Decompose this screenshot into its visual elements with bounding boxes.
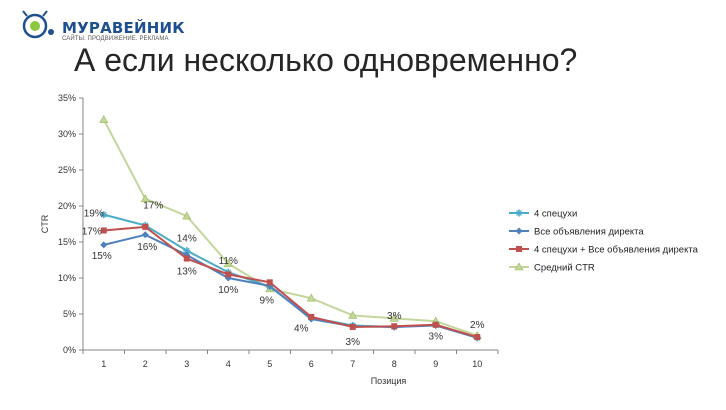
x-tick-label: 10: [472, 359, 482, 369]
data-point-combo: [391, 323, 398, 330]
legend-marker: [516, 246, 522, 252]
x-tick-label: 7: [350, 359, 355, 369]
data-point-all: [141, 231, 149, 239]
data-label: 3%: [429, 332, 444, 343]
data-label: 13%: [177, 267, 197, 278]
x-tick-label: 5: [267, 359, 272, 369]
data-label: 17%: [143, 200, 163, 211]
data-point-avg: [348, 310, 358, 319]
series-combo: [100, 223, 481, 341]
y-tick-label: 5%: [63, 309, 76, 319]
data-point-avg: [306, 293, 316, 302]
chart-series: [99, 114, 482, 342]
data-point-avg: [99, 114, 109, 123]
data-point-combo: [349, 323, 356, 330]
series-line-combo: [103, 225, 478, 338]
legend-marker: [514, 262, 524, 271]
data-label: 10%: [218, 285, 238, 296]
data-point-combo: [142, 223, 149, 230]
chart-data-labels: 19% 17% 15% 17% 16% 14% 13% 11% 10% 9% 4% 3% 3% 3% 2%: [82, 200, 485, 348]
data-point-combo: [474, 334, 481, 341]
data-point-combo: [308, 313, 315, 320]
data-point-combo: [225, 271, 232, 278]
y-tick-label: 15%: [58, 237, 76, 247]
series-line-all: [103, 233, 478, 339]
y-tick-label: 30%: [58, 129, 76, 139]
data-point-combo: [266, 279, 273, 286]
data-label: 11%: [219, 256, 238, 267]
x-tick-label: 2: [143, 359, 148, 369]
legend-marker: [515, 227, 523, 235]
y-tick-label: 0%: [63, 345, 76, 355]
data-label: 14%: [177, 234, 197, 245]
data-label: 15%: [92, 251, 112, 262]
data-point-spec4: [100, 211, 108, 219]
x-tick-label: 4: [226, 359, 231, 369]
x-tick-label: 8: [392, 359, 397, 369]
data-point-avg: [223, 258, 233, 267]
data-label: 9%: [260, 296, 275, 307]
data-label: 4%: [294, 324, 309, 335]
x-tick-label: 9: [433, 359, 438, 369]
legend-label: Все объявления директа: [534, 227, 644, 238]
data-point-avg: [182, 211, 192, 220]
data-label: 16%: [137, 242, 157, 253]
data-label: 17%: [82, 226, 102, 237]
ant-logo-icon: [22, 10, 54, 39]
legend-label: 4 спецухи: [534, 209, 577, 220]
data-point-combo: [432, 321, 439, 328]
y-axis-title: CTR: [40, 214, 50, 233]
data-point-avg: [140, 194, 150, 203]
y-tick-label: 20%: [58, 201, 76, 211]
series-avg: [99, 114, 482, 339]
legend-item-all: Все объявления директа: [509, 227, 644, 238]
logo-tagline: САЙТЫ. ПРОДВИЖЕНИЕ. РЕКЛАМА: [62, 36, 169, 42]
legend-marker: [515, 209, 523, 217]
chart-legend: 4 спецухи Все объявления директа 4 спецухи…: [509, 209, 699, 274]
x-tick-label: 3: [184, 359, 189, 369]
x-axis-title: Позиция: [371, 376, 407, 386]
data-point-combo: [100, 227, 107, 234]
legend-label: 4 спецухи + Все объявления директа: [534, 245, 699, 256]
data-point-all: [100, 241, 108, 249]
series-line-avg: [102, 119, 478, 337]
data-label: 2%: [470, 320, 485, 331]
slide-title: А если несколько одновременно?: [74, 42, 578, 78]
legend-item-avg: Средний CTR: [509, 262, 595, 274]
y-tick-label: 10%: [58, 273, 76, 283]
data-label: 19%: [84, 209, 104, 220]
x-tick-label: 1: [101, 359, 106, 369]
data-label: 3%: [387, 311, 402, 322]
series-spec4: [100, 211, 481, 342]
y-tick-label: 35%: [58, 93, 76, 103]
legend-item-spec4: 4 спецухи: [509, 209, 577, 220]
data-label: 3%: [346, 337, 361, 348]
logo-brand: МУРАВЕЙНИК: [62, 19, 185, 37]
y-tick-label: 25%: [58, 165, 76, 175]
legend-item-combo: 4 спецухи + Все объявления директа: [509, 245, 699, 256]
logo: МУРАВЕЙНИК САЙТЫ. ПРОДВИЖЕНИЕ. РЕКЛАМА: [22, 10, 185, 42]
data-point-avg: [389, 313, 399, 322]
data-point-combo: [183, 255, 190, 262]
legend-label: Средний CTR: [534, 263, 595, 274]
chart-axes: 0% 5% 10% 15% 20% 25% 30% 35% 1 2 3 4 5 6 7 8 9 10 Позиция…: [40, 93, 499, 386]
x-tick-label: 6: [309, 359, 314, 369]
